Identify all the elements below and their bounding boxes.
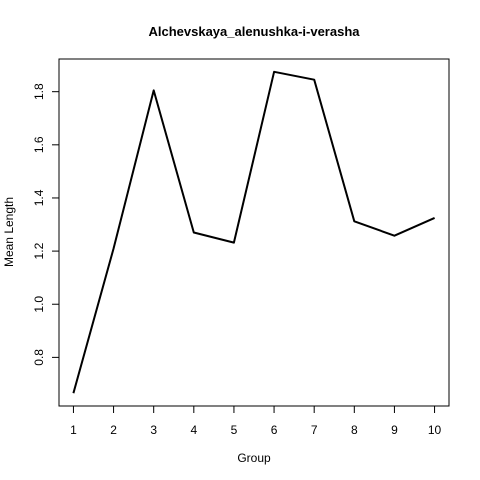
y-tick-label: 1.6 bbox=[32, 136, 46, 153]
x-tick-label: 2 bbox=[110, 423, 117, 437]
y-tick-label: 1.2 bbox=[32, 242, 46, 259]
x-tick-label: 7 bbox=[311, 423, 318, 437]
x-tick-label: 5 bbox=[231, 423, 238, 437]
x-tick-label: 10 bbox=[428, 423, 442, 437]
y-tick-label: 0.8 bbox=[32, 349, 46, 366]
y-tick-label: 1.8 bbox=[32, 83, 46, 100]
x-axis: 1 2 3 4 5 6 7 8 9 10 bbox=[70, 406, 442, 437]
x-tick-label: 4 bbox=[190, 423, 197, 437]
plot-frame bbox=[58, 58, 450, 407]
y-axis: 0.8 1.0 1.2 1.4 1.6 1.8 bbox=[32, 83, 59, 366]
x-tick-label: 8 bbox=[351, 423, 358, 437]
x-tick-label: 9 bbox=[391, 423, 398, 437]
x-axis-label: Group bbox=[237, 451, 271, 465]
x-tick-label: 6 bbox=[271, 423, 278, 437]
y-tick-label: 1.4 bbox=[32, 189, 46, 206]
y-axis-label: Mean Length bbox=[2, 197, 16, 267]
y-tick-label: 1.0 bbox=[32, 296, 46, 313]
x-tick-label: 1 bbox=[70, 423, 77, 437]
chart-title: Alchevskaya_alenushka-i-verasha bbox=[148, 24, 360, 39]
series-line bbox=[72, 70, 436, 394]
x-tick-label: 3 bbox=[150, 423, 157, 437]
